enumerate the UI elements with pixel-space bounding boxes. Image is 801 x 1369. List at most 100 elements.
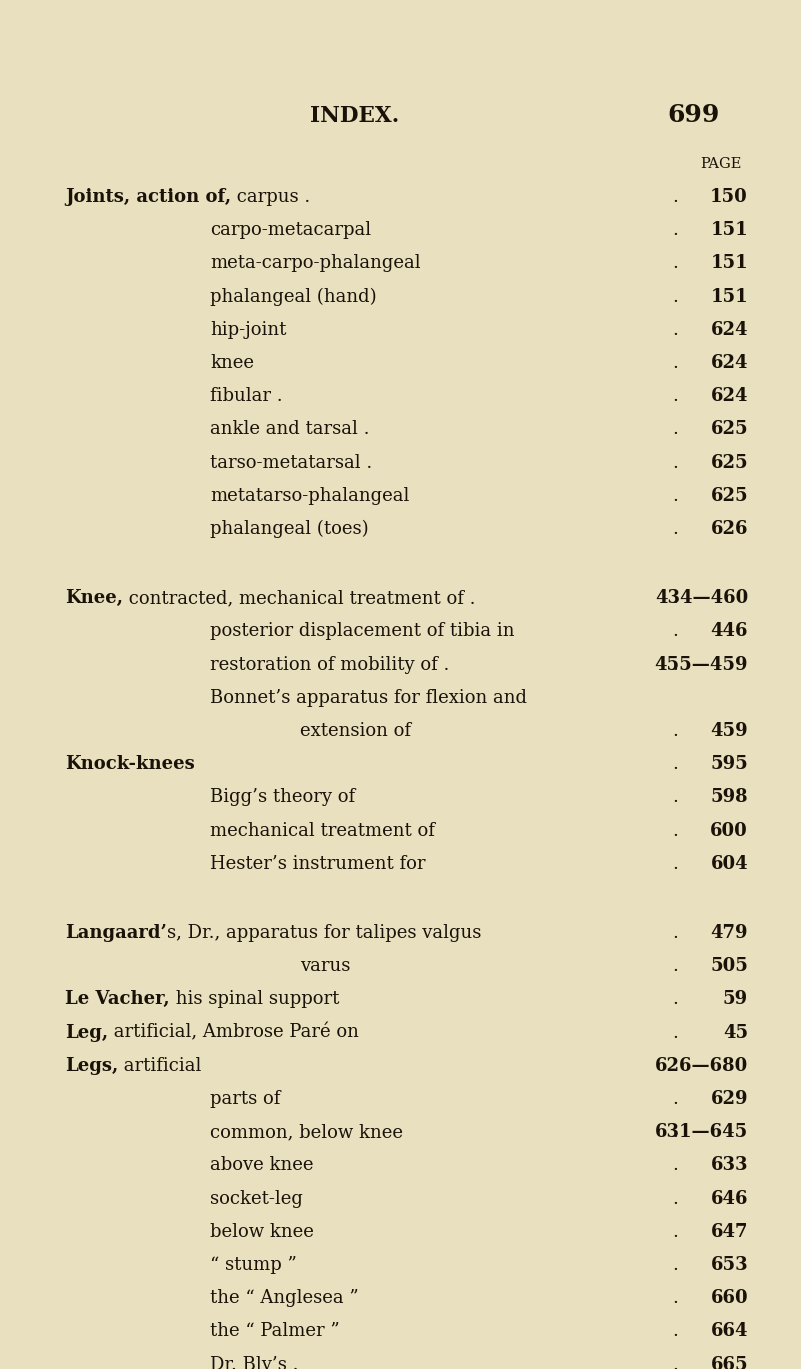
Text: .: .	[672, 589, 678, 608]
Text: Dr. Bly’s .: Dr. Bly’s .	[210, 1355, 299, 1369]
Text: .: .	[672, 453, 678, 471]
Text: 446: 446	[710, 623, 748, 641]
Text: .: .	[672, 1355, 678, 1369]
Text: 629: 629	[710, 1090, 748, 1108]
Text: .: .	[672, 1190, 678, 1207]
Text: ankle and tarsal .: ankle and tarsal .	[210, 420, 369, 438]
Text: .: .	[672, 1223, 678, 1240]
Text: Bigg’s theory of: Bigg’s theory of	[210, 789, 355, 806]
Text: Joints, action of,: Joints, action of,	[65, 188, 231, 205]
Text: .: .	[672, 990, 678, 1009]
Text: 664: 664	[710, 1322, 748, 1340]
Text: knee: knee	[210, 355, 254, 372]
Text: Legs,: Legs,	[65, 1057, 119, 1075]
Text: .: .	[672, 287, 678, 305]
Text: fibular .: fibular .	[210, 387, 283, 405]
Text: 633: 633	[710, 1157, 748, 1175]
Text: 631—645: 631—645	[654, 1123, 748, 1142]
Text: .: .	[672, 487, 678, 505]
Text: .: .	[672, 1255, 678, 1275]
Text: 455—459: 455—459	[654, 656, 748, 674]
Text: .: .	[672, 1090, 678, 1108]
Text: .: .	[672, 1290, 678, 1307]
Text: .: .	[672, 320, 678, 338]
Text: .: .	[672, 924, 678, 942]
Text: metatarso-phalangeal: metatarso-phalangeal	[210, 487, 409, 505]
Text: .: .	[672, 188, 678, 205]
Text: phalangeal (toes): phalangeal (toes)	[210, 520, 368, 538]
Text: .: .	[672, 255, 678, 272]
Text: meta-carpo-phalangeal: meta-carpo-phalangeal	[210, 255, 421, 272]
Text: his spinal support: his spinal support	[170, 990, 339, 1009]
Text: .: .	[672, 222, 678, 240]
Text: .: .	[672, 789, 678, 806]
Text: .: .	[672, 387, 678, 405]
Text: contracted, mechanical treatment of .: contracted, mechanical treatment of .	[123, 589, 476, 608]
Text: 604: 604	[710, 854, 748, 873]
Text: 624: 624	[710, 387, 748, 405]
Text: INDEX.: INDEX.	[310, 105, 399, 127]
Text: .: .	[672, 656, 678, 674]
Text: 624: 624	[710, 355, 748, 372]
Text: hip-joint: hip-joint	[210, 320, 287, 338]
Text: .: .	[672, 721, 678, 741]
Text: carpo-metacarpal: carpo-metacarpal	[210, 222, 371, 240]
Text: 626: 626	[710, 520, 748, 538]
Text: 624: 624	[710, 320, 748, 338]
Text: the “ Palmer ”: the “ Palmer ”	[210, 1322, 340, 1340]
Text: .: .	[672, 355, 678, 372]
Text: Leg,: Leg,	[65, 1024, 108, 1042]
Text: .: .	[672, 420, 678, 438]
Text: Le Vacher,: Le Vacher,	[65, 990, 170, 1009]
Text: artificial: artificial	[119, 1057, 202, 1075]
Text: 647: 647	[710, 1223, 748, 1240]
Text: PAGE: PAGE	[700, 157, 742, 171]
Text: Knock-knees: Knock-knees	[65, 756, 195, 773]
Text: 595: 595	[710, 756, 748, 773]
Text: Langaard’: Langaard’	[65, 924, 167, 942]
Text: 600: 600	[710, 821, 748, 839]
Text: s, Dr., apparatus for talipes valgus: s, Dr., apparatus for talipes valgus	[167, 924, 481, 942]
Text: .: .	[672, 756, 678, 773]
Text: 665: 665	[710, 1355, 748, 1369]
Text: 479: 479	[710, 924, 748, 942]
Text: above knee: above knee	[210, 1157, 313, 1175]
Text: 646: 646	[710, 1190, 748, 1207]
Text: the “ Anglesea ”: the “ Anglesea ”	[210, 1290, 359, 1307]
Text: Knee,: Knee,	[65, 589, 123, 608]
Text: 505: 505	[710, 957, 748, 975]
Text: .: .	[672, 1057, 678, 1075]
Text: socket-leg: socket-leg	[210, 1190, 303, 1207]
Text: .: .	[672, 957, 678, 975]
Text: common, below knee: common, below knee	[210, 1123, 403, 1142]
Text: parts of: parts of	[210, 1090, 280, 1108]
Text: 653: 653	[710, 1255, 748, 1275]
Text: 45: 45	[723, 1024, 748, 1042]
Text: 660: 660	[710, 1290, 748, 1307]
Text: .: .	[672, 1322, 678, 1340]
Text: tarso-metatarsal .: tarso-metatarsal .	[210, 453, 372, 471]
Text: 151: 151	[710, 255, 748, 272]
Text: .: .	[672, 1024, 678, 1042]
Text: 59: 59	[723, 990, 748, 1009]
Text: 625: 625	[710, 420, 748, 438]
Text: mechanical treatment of: mechanical treatment of	[210, 821, 435, 839]
Text: 150: 150	[710, 188, 748, 205]
Text: .: .	[672, 623, 678, 641]
Text: phalangeal (hand): phalangeal (hand)	[210, 287, 376, 305]
Text: .: .	[672, 821, 678, 839]
Text: artificial, Ambrose Paré on: artificial, Ambrose Paré on	[108, 1024, 359, 1042]
Text: “ stump ”: “ stump ”	[210, 1255, 297, 1275]
Text: .: .	[672, 520, 678, 538]
Text: 434—460: 434—460	[654, 589, 748, 608]
Text: .: .	[672, 1157, 678, 1175]
Text: 625: 625	[710, 487, 748, 505]
Text: 625: 625	[710, 453, 748, 471]
Text: 151: 151	[710, 287, 748, 305]
Text: varus: varus	[300, 957, 350, 975]
Text: Hester’s instrument for: Hester’s instrument for	[210, 854, 425, 873]
Text: .: .	[672, 854, 678, 873]
Text: .: .	[672, 1123, 678, 1142]
Text: 459: 459	[710, 721, 748, 741]
Text: posterior displacement of tibia in: posterior displacement of tibia in	[210, 623, 514, 641]
